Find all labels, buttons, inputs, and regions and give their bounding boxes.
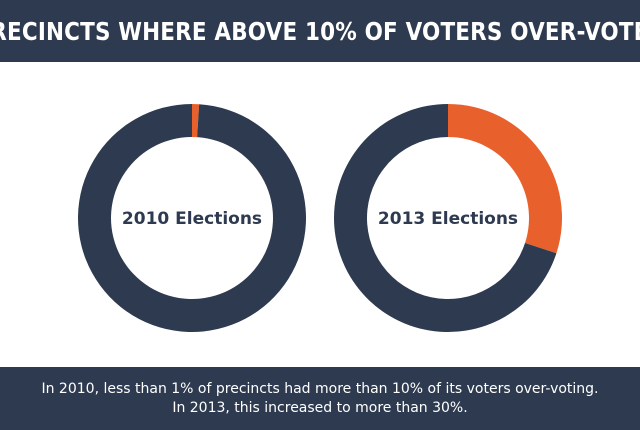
donut-label-1: 2013 Elections bbox=[378, 209, 518, 229]
caption-line-2: In 2013, this increased to more than 30%… bbox=[172, 399, 468, 416]
header-banner: PRECINCTS WHERE ABOVE 10% OF VOTERS OVER… bbox=[0, 0, 640, 62]
caption-line-1: In 2010, less than 1% of precincts had m… bbox=[41, 380, 599, 397]
donut-slice-0-0 bbox=[192, 104, 200, 138]
page-title: PRECINCTS WHERE ABOVE 10% OF VOTERS OVER… bbox=[0, 16, 640, 46]
donut-label-0: 2010 Elections bbox=[122, 209, 262, 229]
donut-chart-2010: 2010 Elections bbox=[77, 104, 306, 333]
charts-area: 2010 Elections 2013 Elections bbox=[0, 62, 640, 367]
donut-slice-1-1 bbox=[334, 104, 557, 332]
footer-caption: In 2010, less than 1% of precincts had m… bbox=[0, 367, 640, 430]
donut-chart-2013: 2013 Elections bbox=[334, 104, 562, 332]
donut-slice-1-0 bbox=[448, 104, 562, 254]
